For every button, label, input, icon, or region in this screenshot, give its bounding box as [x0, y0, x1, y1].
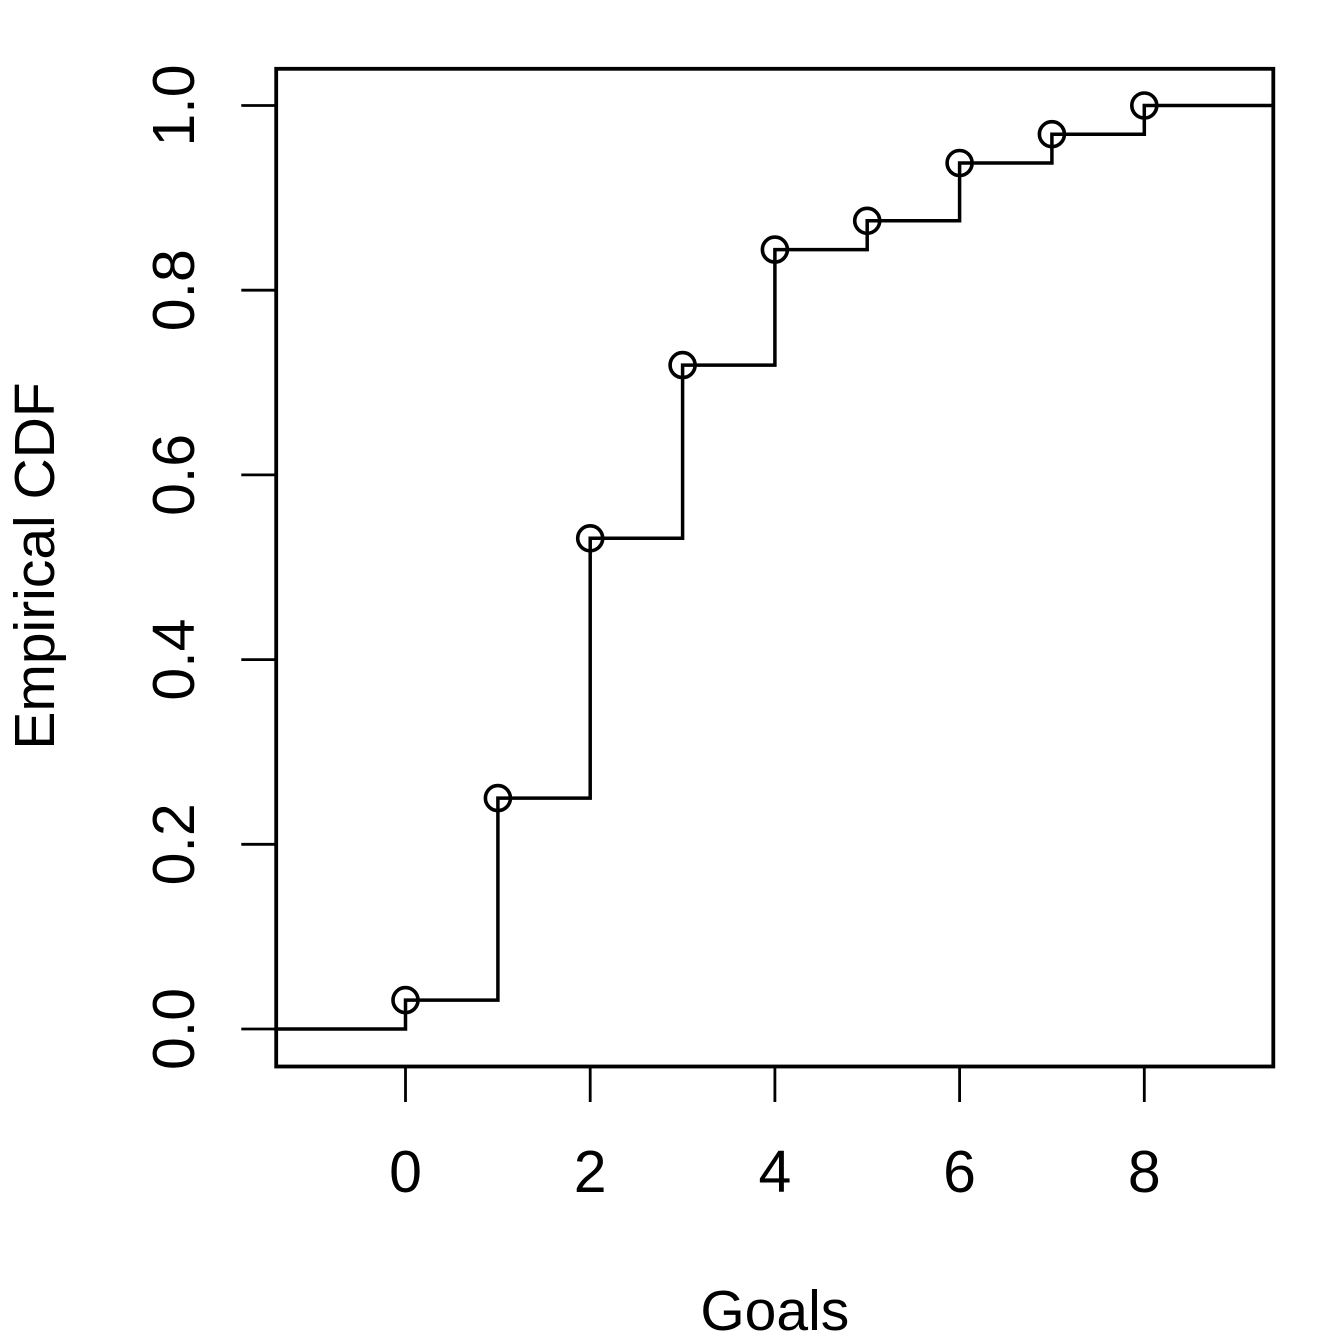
- svg-text:Goals: Goals: [700, 1279, 849, 1343]
- svg-text:Empirical CDF: Empirical CDF: [3, 382, 67, 749]
- svg-text:4: 4: [758, 1139, 791, 1205]
- svg-text:2: 2: [574, 1139, 607, 1205]
- svg-text:8: 8: [1128, 1139, 1161, 1205]
- svg-text:6: 6: [943, 1139, 976, 1205]
- svg-text:0.6: 0.6: [141, 434, 207, 516]
- svg-text:0.2: 0.2: [141, 803, 207, 885]
- svg-text:1.0: 1.0: [141, 64, 207, 146]
- svg-text:0: 0: [389, 1139, 422, 1205]
- svg-text:0.0: 0.0: [141, 988, 207, 1070]
- svg-text:0.4: 0.4: [141, 619, 207, 701]
- svg-text:0.8: 0.8: [141, 249, 207, 331]
